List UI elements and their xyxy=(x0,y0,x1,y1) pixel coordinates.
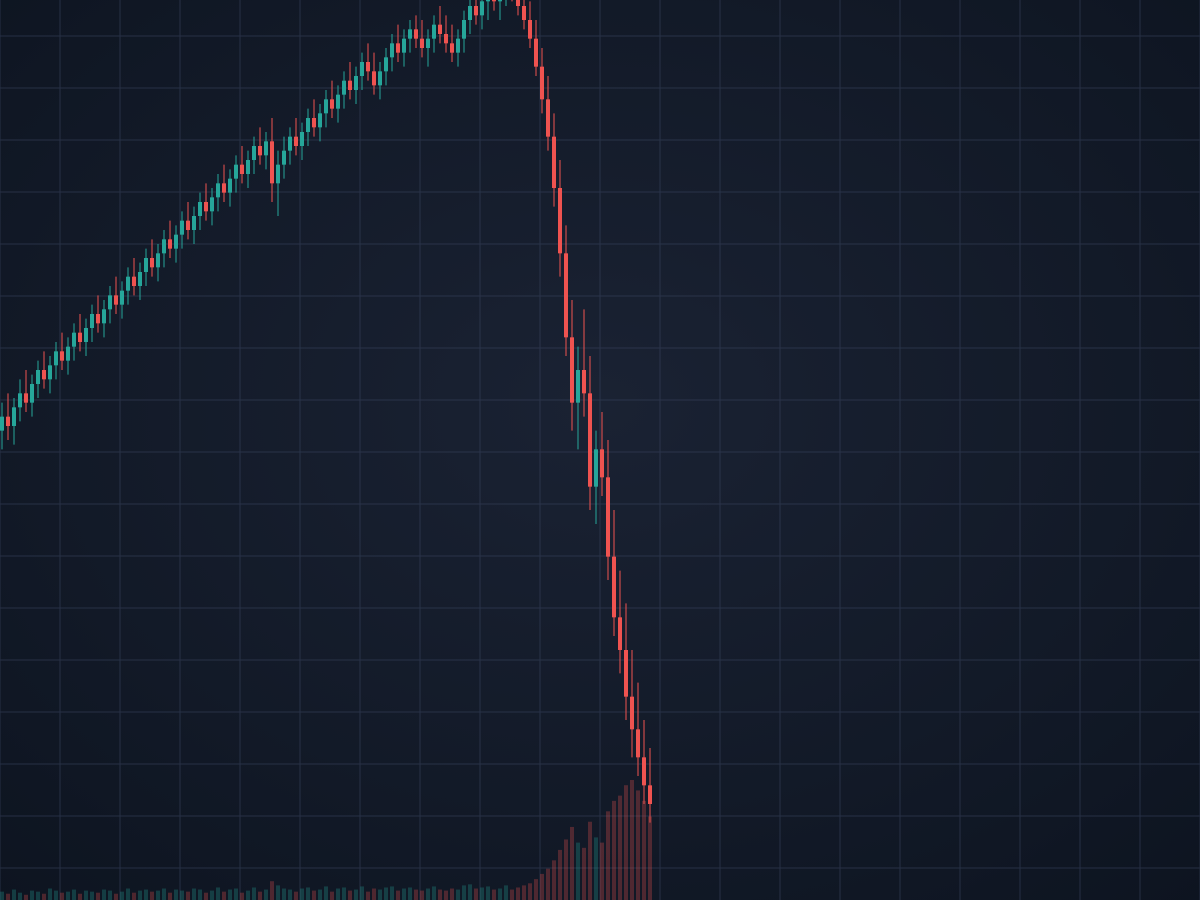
chart-canvas xyxy=(0,0,1200,900)
candlestick-chart xyxy=(0,0,1200,900)
